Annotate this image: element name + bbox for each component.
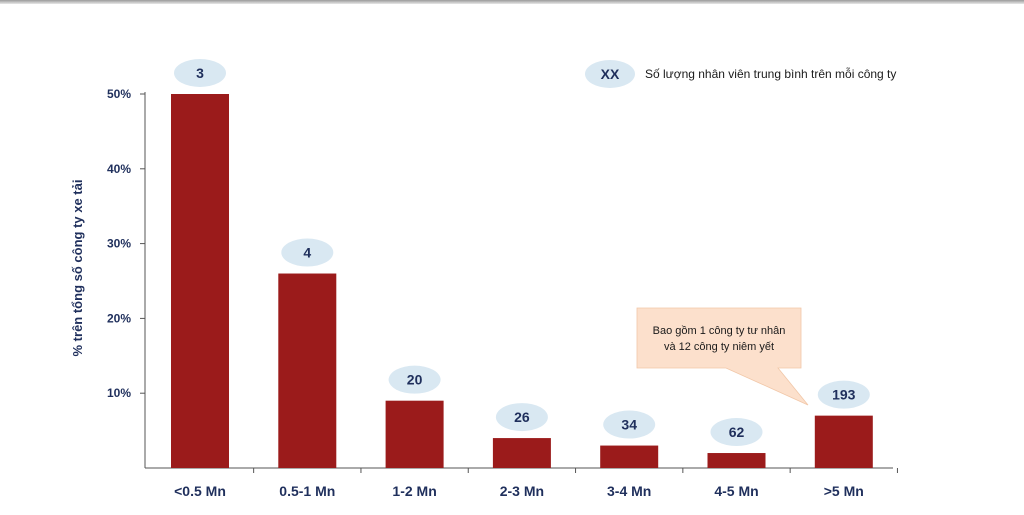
category-label: 3-4 Mn xyxy=(607,483,651,499)
bubble-label: 34 xyxy=(621,417,637,433)
bubble xyxy=(495,403,548,432)
y-tick-label: 20% xyxy=(107,311,131,325)
bubble-label: 193 xyxy=(832,387,856,403)
y-axis-label: % trên tổng số công ty xe tải xyxy=(70,180,85,357)
legend-text: Số lượng nhân viên trung bình trên mỗi c… xyxy=(645,66,896,81)
category-label: 4-5 Mn xyxy=(714,483,758,499)
callout-line-2: và 12 công ty niêm yết xyxy=(664,341,774,353)
y-tick-label: 30% xyxy=(107,237,131,251)
category-label: 1-2 Mn xyxy=(392,483,436,499)
bar xyxy=(600,445,659,468)
bar xyxy=(707,453,766,468)
top-border xyxy=(0,0,1024,4)
bubble-label: 26 xyxy=(514,409,530,425)
bubble xyxy=(710,418,763,447)
callout-box xyxy=(636,307,809,406)
bubble xyxy=(174,59,226,87)
category-label: 2-3 Mn xyxy=(500,483,544,499)
bubble xyxy=(281,238,334,267)
legend: XX Số lượng nhân viên trung bình trên mỗ… xyxy=(585,60,896,88)
category-label: 0.5-1 Mn xyxy=(279,483,335,499)
y-tick-label: 40% xyxy=(107,162,131,176)
y-tick-label: 10% xyxy=(107,386,131,400)
bar xyxy=(278,273,337,468)
y-tick-label: 50% xyxy=(107,87,131,101)
bubble-label: 62 xyxy=(729,424,745,440)
callout-line-1: Bao gồm 1 công ty tư nhân xyxy=(653,325,786,337)
legend-marker: XX xyxy=(601,66,620,82)
bar xyxy=(814,415,873,468)
callout: Bao gồm 1 công ty tư nhân và 12 công ty … xyxy=(636,307,809,406)
bubble xyxy=(603,410,656,439)
bubble-label: 4 xyxy=(303,245,311,261)
bubble xyxy=(388,365,441,394)
category-label: >5 Mn xyxy=(824,483,864,499)
bubble-label: 20 xyxy=(407,372,423,388)
legend-bubble xyxy=(585,60,635,88)
bar xyxy=(385,400,444,468)
bubble-label: 3 xyxy=(196,65,204,81)
bubble xyxy=(817,380,870,409)
category-label: <0.5 Mn xyxy=(174,483,226,499)
bar xyxy=(492,438,551,468)
bar xyxy=(171,94,229,468)
